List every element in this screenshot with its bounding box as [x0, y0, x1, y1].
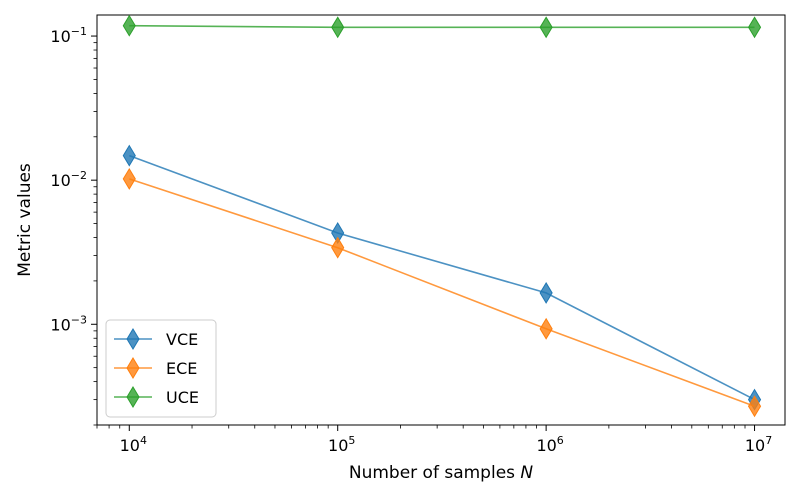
- x-tick-label: 107: [745, 434, 772, 455]
- x-tick-label: 105: [328, 434, 355, 455]
- data-point-ece: [747, 395, 762, 418]
- series-ece: [122, 167, 762, 418]
- data-point-vce: [122, 144, 136, 167]
- data-point-uce: [539, 16, 553, 39]
- y-tick-label: 10−1: [50, 25, 87, 46]
- y-axis-label: Metric values: [15, 163, 35, 277]
- x-axis-label-variable: N: [520, 463, 533, 483]
- series-uce: [122, 14, 762, 39]
- legend-swatch-marker: [126, 386, 140, 408]
- legend-item-uce: UCE: [114, 386, 199, 408]
- series-line-ece: [129, 178, 755, 407]
- legend-item-vce: VCE: [114, 328, 198, 350]
- y-tick-label: 10−2: [50, 169, 87, 190]
- data-point-vce: [539, 281, 553, 304]
- data-point-uce: [747, 16, 762, 39]
- legend-label: UCE: [166, 388, 199, 407]
- x-tick-label: 104: [120, 434, 147, 455]
- legend-label: VCE: [166, 330, 198, 349]
- legend-swatch-marker: [126, 328, 140, 350]
- series-line-uce: [129, 24, 755, 29]
- x-tick-label: 106: [536, 434, 563, 455]
- data-point-uce: [331, 16, 345, 39]
- legend-label: ECE: [166, 359, 197, 378]
- x-axis-label: Number of samples N: [349, 463, 534, 483]
- legend-item-ece: ECE: [114, 357, 197, 379]
- data-point-ece: [539, 317, 553, 340]
- series-layer: [122, 14, 762, 418]
- y-tick-label: 10−3: [50, 313, 87, 334]
- x-axis-label-text: Number of samples: [349, 463, 515, 483]
- y-axis-ticks: 10−3 10−2 10−1: [50, 25, 97, 426]
- x-axis-ticks: 104 105 106 107: [96, 425, 772, 455]
- series-line-vce: [129, 154, 755, 401]
- data-point-uce: [122, 14, 136, 37]
- legend-swatch-marker: [126, 357, 140, 379]
- legend: VCE ECE UCE: [105, 319, 217, 418]
- data-point-ece: [331, 236, 345, 259]
- data-point-ece: [122, 167, 136, 190]
